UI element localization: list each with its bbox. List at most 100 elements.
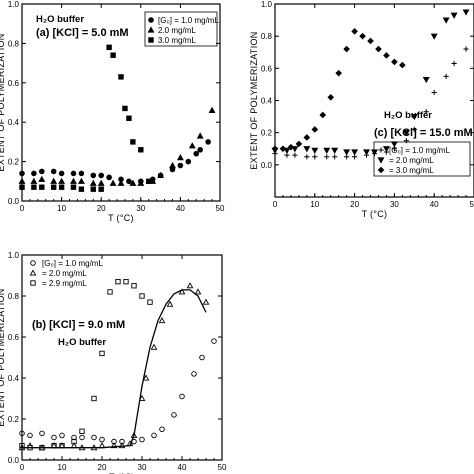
data-point <box>106 44 112 51</box>
data-point <box>98 172 104 179</box>
data-point <box>431 89 437 96</box>
legend-label: [G₀] = 1.0 mg/mL <box>389 146 450 155</box>
chart-panel-a: 0 10 20 30 40 50 0.0 0.2 0.4 0.6 0.8 1.0 T (°C) EXTEN… <box>0 0 225 223</box>
data-point <box>98 186 104 192</box>
x-axis-label: T (°C) <box>362 209 388 219</box>
data-point <box>70 442 78 449</box>
data-point <box>359 32 366 40</box>
data-point <box>186 282 194 289</box>
series-2 <box>18 106 216 186</box>
legend-label: = 2.9 mg/mL <box>42 279 87 288</box>
data-point <box>70 184 77 190</box>
data-point <box>423 109 429 115</box>
legend-marker <box>30 280 36 286</box>
panel-c-title: (c) [KCl] = 15.0 mM <box>374 127 473 139</box>
x-tick-label: 40 <box>178 463 187 472</box>
data-point <box>312 154 318 160</box>
data-point <box>319 111 327 119</box>
plot-frame <box>21 254 223 461</box>
data-point <box>283 147 291 154</box>
data-point <box>19 170 25 177</box>
data-point <box>118 442 126 449</box>
data-point <box>123 279 129 285</box>
data-point <box>117 179 125 186</box>
data-point <box>126 178 132 185</box>
data-point <box>19 184 25 190</box>
y-axis-label: EXTENT OF POLYMERIZATION <box>0 288 6 426</box>
legend-label: 3.0 mg/mL <box>158 36 196 45</box>
y-axis-label: EXTENT OF POLYMERIZATION <box>0 33 6 171</box>
y-tick-label: 0.2 <box>8 415 20 424</box>
x-tick-label: 0 <box>20 463 25 472</box>
data-point <box>178 288 186 295</box>
data-point <box>77 177 85 184</box>
data-point <box>39 184 45 190</box>
data-point <box>157 171 165 178</box>
y-tick-label: 0.6 <box>8 333 20 342</box>
data-point <box>205 139 211 145</box>
data-point <box>31 170 37 177</box>
data-point <box>176 154 184 161</box>
data-point <box>451 60 457 67</box>
legend-marker <box>147 26 155 33</box>
x-tick-label: 30 <box>136 204 145 213</box>
data-point <box>335 69 342 77</box>
data-point <box>443 73 449 79</box>
y-tick-label: 1.0 <box>8 0 20 9</box>
data-point <box>90 172 97 179</box>
x-tick-label: 10 <box>58 463 67 472</box>
y-tick-label: 0.2 <box>261 129 273 138</box>
data-point <box>403 138 409 144</box>
data-point <box>58 170 65 177</box>
y-tick-label: 0.4 <box>261 97 273 106</box>
y-tick-label: 0.6 <box>8 79 20 88</box>
y-tick-label: 1.0 <box>261 0 273 9</box>
data-point <box>450 12 458 19</box>
data-point <box>70 177 77 184</box>
series-1 <box>19 139 211 185</box>
data-point <box>38 175 46 182</box>
data-point <box>363 149 370 156</box>
y-tick-label: 0.8 <box>8 39 20 48</box>
data-point <box>462 9 470 16</box>
data-point <box>202 298 210 305</box>
data-point <box>169 161 176 169</box>
data-point <box>51 434 57 441</box>
data-point <box>287 143 295 151</box>
data-point <box>371 149 378 156</box>
x-tick-label: 20 <box>97 204 106 213</box>
x-tick-label: 30 <box>390 200 399 209</box>
x-axis-label: T (°C) <box>108 213 134 223</box>
legend-box <box>144 11 218 47</box>
x-tick-label: 0 <box>273 200 278 209</box>
data-point <box>58 177 66 184</box>
x-tick-label: 50 <box>216 204 225 213</box>
legend-label: = 2.0 mg/mL <box>42 269 87 278</box>
data-point <box>194 288 202 295</box>
x-tick-label: 40 <box>176 204 185 213</box>
data-point <box>50 184 57 190</box>
data-point <box>90 186 96 192</box>
data-point <box>139 293 145 299</box>
y-axis-label: EXTENT OF POLYMERIZATION <box>249 31 259 169</box>
plot-frame <box>274 3 474 198</box>
data-point <box>78 170 85 177</box>
legend-label: [G₀] = 1.0 mg/mL <box>158 16 219 25</box>
data-point <box>39 430 45 437</box>
y-tick-label: 0.0 <box>8 456 20 465</box>
data-point <box>463 46 469 52</box>
data-point <box>193 150 200 157</box>
data-point <box>291 146 299 153</box>
data-point <box>91 434 97 441</box>
data-point <box>99 350 105 357</box>
data-point <box>402 130 410 137</box>
data-point <box>410 114 418 121</box>
data-point <box>179 393 185 400</box>
data-point <box>107 289 113 295</box>
data-point <box>97 179 105 186</box>
legend-label: [G₀] = 1.0 mg/mL <box>42 259 103 268</box>
x-tick-label: 0 <box>20 204 25 213</box>
data-point <box>27 445 33 451</box>
data-point <box>89 179 97 186</box>
